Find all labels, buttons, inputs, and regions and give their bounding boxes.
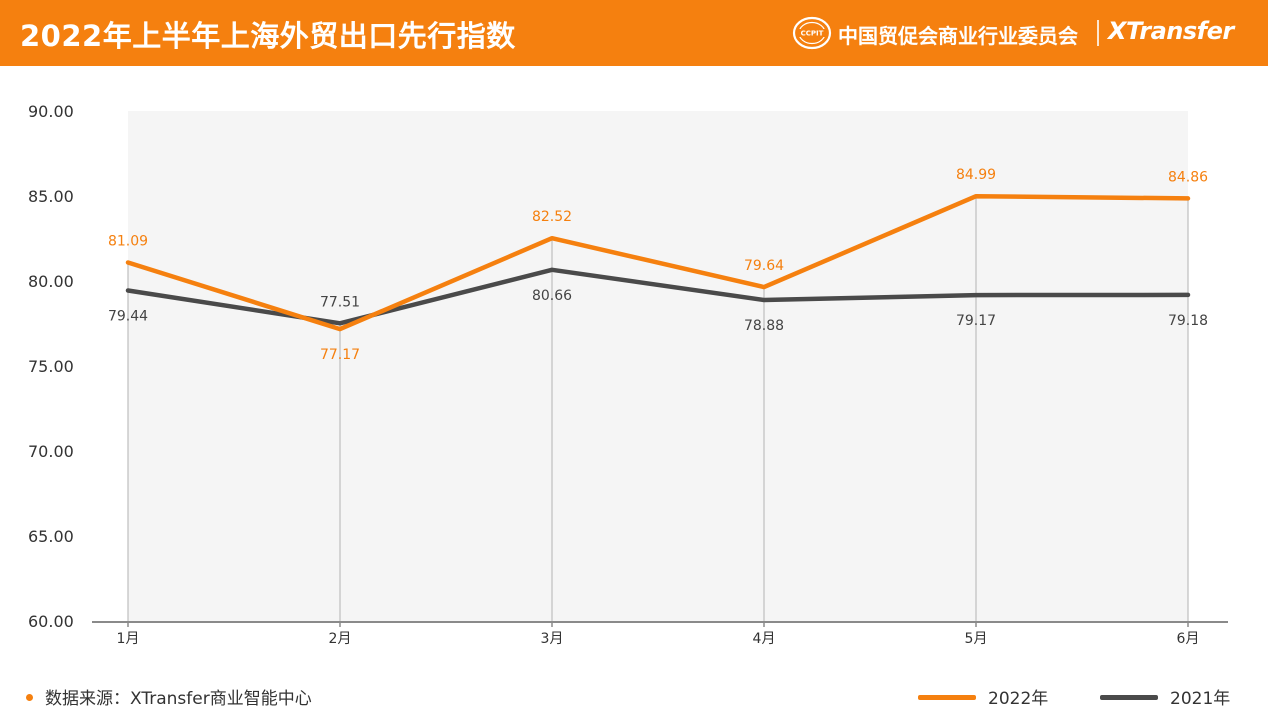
y-tick-label: 80.00 (28, 272, 74, 291)
data-label: 79.17 (956, 313, 996, 329)
y-tick-label: 60.00 (28, 612, 74, 631)
x-tick-label: 3月 (541, 631, 564, 647)
bullet-icon (26, 693, 33, 701)
line-chart: 60.00 65.00 70.00 75.00 80.00 85.00 90.00 1月 2月… (28, 102, 1228, 647)
legend-item-2022: 2022年 (918, 684, 1048, 709)
header-divider (1097, 20, 1099, 46)
x-tick-label: 2月 (329, 631, 352, 647)
y-tick-label: 70.00 (28, 442, 74, 461)
data-label: 80.66 (532, 288, 572, 304)
page-title: 2022年上半年上海外贸出口先行指数 (20, 19, 516, 53)
legend-item-2021: 2021年 (1100, 684, 1230, 709)
data-label: 79.18 (1168, 313, 1208, 329)
x-tick-label: 1月 (117, 631, 140, 647)
org-name: 中国贸促会商业行业委员会 (838, 24, 1078, 48)
data-labels: 81.09 77.17 82.52 79.64 84.99 84.86 79.44 77.51… (108, 167, 1208, 363)
y-tick-label: 65.00 (28, 527, 74, 546)
data-label: 77.51 (320, 294, 360, 310)
data-label: 79.44 (108, 309, 148, 325)
data-label: 84.86 (1168, 169, 1208, 185)
data-label: 81.09 (108, 233, 148, 249)
legend-label-2022: 2022年 (988, 689, 1049, 709)
header-bar: 2022年上半年上海外贸出口先行指数 CCPIT 中国贸促会商业行业委员会 XT… (0, 0, 1268, 66)
y-tick-label: 75.00 (28, 357, 74, 376)
data-label: 82.52 (532, 209, 572, 225)
data-source: 数据来源：XTransfer商业智能中心 (26, 684, 312, 709)
x-tick-label: 4月 (753, 631, 776, 647)
x-axis: 1月 2月 3月 4月 5月 6月 (92, 621, 1228, 647)
y-axis: 60.00 65.00 70.00 75.00 80.00 85.00 90.00 (28, 102, 74, 631)
x-tick-label: 5月 (965, 631, 988, 647)
brand-logo: XTransfer (1108, 17, 1234, 45)
series-lines (125, 193, 1191, 332)
y-tick-label: 90.00 (28, 102, 74, 121)
plot-area (128, 111, 1188, 621)
legend-label-2021: 2021年 (1170, 689, 1231, 709)
y-tick-label: 85.00 (28, 187, 74, 206)
data-source-text: 数据来源：XTransfer商业智能中心 (45, 689, 312, 709)
ccpit-logo-icon: CCPIT (792, 16, 832, 50)
series-line-2022年 (125, 193, 1191, 332)
data-label: 77.17 (320, 347, 360, 363)
data-label: 78.88 (744, 318, 784, 334)
category-guides (127, 196, 1189, 621)
legend-swatch-2021 (1100, 694, 1158, 700)
x-tick-label: 6月 (1177, 631, 1200, 647)
legend-swatch-2022 (918, 694, 976, 700)
svg-text:CCPIT: CCPIT (801, 30, 824, 38)
data-label: 79.64 (744, 258, 784, 274)
data-label: 84.99 (956, 167, 996, 183)
plot-background (128, 111, 1188, 621)
